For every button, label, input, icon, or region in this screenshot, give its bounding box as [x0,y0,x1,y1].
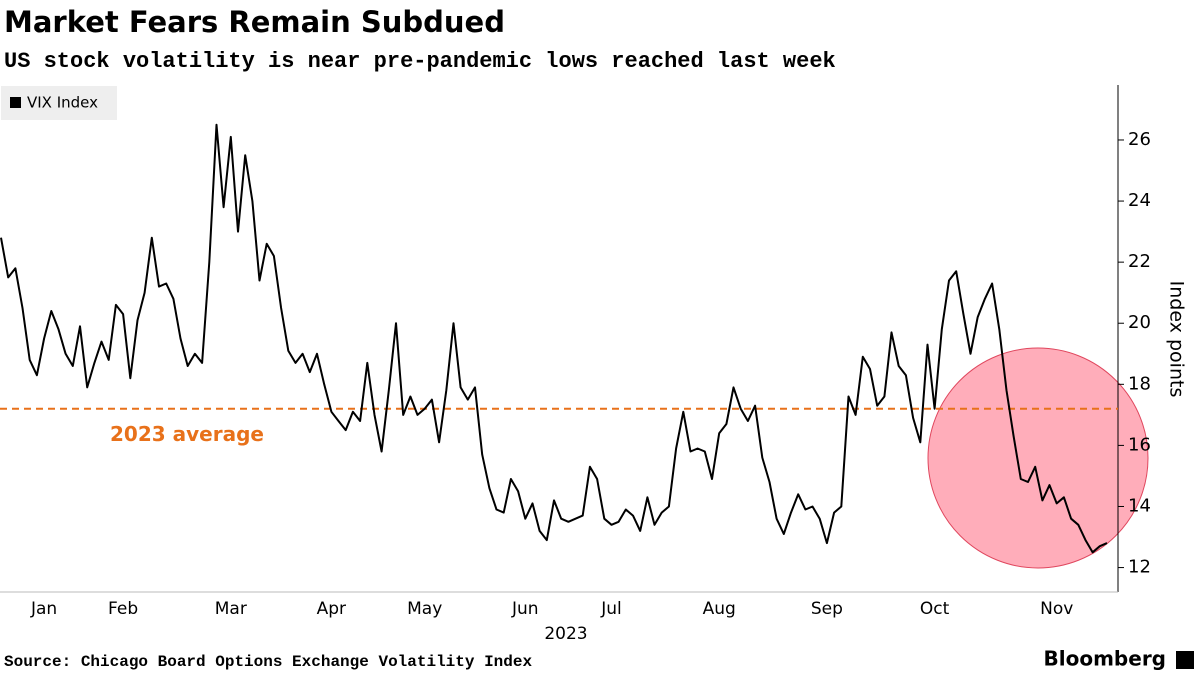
y-tick-label: 12 [1128,557,1151,578]
x-tick-label: Oct [920,599,950,619]
x-tick-label: Jul [600,599,622,619]
legend-swatch [10,97,21,108]
legend-label: VIX Index [27,94,98,112]
x-tick-label: Aug [703,599,736,619]
y-tick-label: 20 [1128,312,1151,333]
y-tick-label: 14 [1128,495,1151,516]
x-axis-year: 2023 [544,624,587,644]
x-tick-label: Mar [215,599,247,619]
x-tick-label: Nov [1040,599,1073,619]
x-tick-label: Apr [317,599,346,619]
x-tick-label: Jun [511,599,539,619]
brand: Bloomberg [1044,647,1166,671]
x-tick-label: Feb [108,599,138,619]
y-tick-label: 24 [1128,190,1151,211]
highlight-circle [927,347,1149,569]
y-tick-label: 16 [1128,434,1151,455]
x-tick-label: Jan [30,599,57,619]
x-tick-label: May [407,599,442,619]
source: Source: Chicago Board Options Exchange V… [4,653,532,671]
chart-title: Market Fears Remain Subdued [4,5,505,39]
data-line [0,123,1108,554]
y-tick-label: 18 [1128,373,1151,394]
brand-icon [1176,651,1194,669]
y-tick-label: 26 [1128,129,1151,150]
chart-subtitle: US stock volatility is near pre-pandemic… [4,49,836,74]
y-tick-label: 22 [1128,251,1151,272]
average-label: 2023 average [110,422,264,446]
y-axis-label: Index points [1166,281,1188,398]
x-tick-label: Sep [811,599,843,619]
